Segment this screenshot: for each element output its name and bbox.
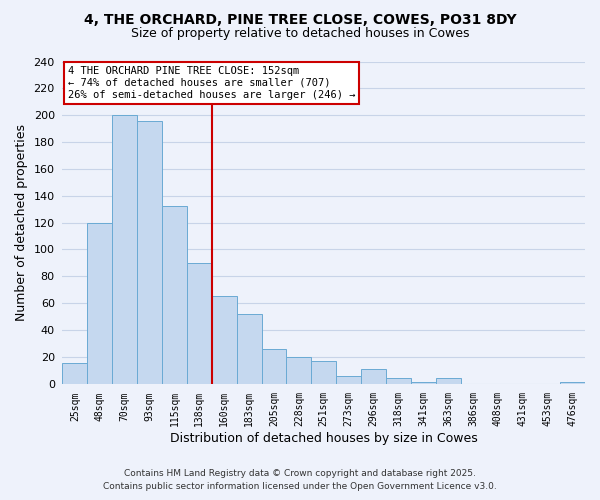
Bar — [560, 382, 585, 384]
Bar — [236, 314, 262, 384]
Bar — [336, 376, 361, 384]
Bar — [162, 206, 187, 384]
Y-axis label: Number of detached properties: Number of detached properties — [15, 124, 28, 321]
Bar — [386, 378, 411, 384]
Bar — [62, 364, 88, 384]
Bar — [436, 378, 461, 384]
Text: Size of property relative to detached houses in Cowes: Size of property relative to detached ho… — [131, 28, 469, 40]
Bar — [311, 360, 336, 384]
Bar — [187, 263, 212, 384]
Bar — [411, 382, 436, 384]
Bar — [262, 348, 286, 384]
Text: 4, THE ORCHARD, PINE TREE CLOSE, COWES, PO31 8DY: 4, THE ORCHARD, PINE TREE CLOSE, COWES, … — [83, 12, 517, 26]
Text: Contains public sector information licensed under the Open Government Licence v3: Contains public sector information licen… — [103, 482, 497, 491]
X-axis label: Distribution of detached houses by size in Cowes: Distribution of detached houses by size … — [170, 432, 478, 445]
Bar — [137, 120, 162, 384]
Bar — [361, 369, 386, 384]
Bar — [112, 115, 137, 384]
Text: 4 THE ORCHARD PINE TREE CLOSE: 152sqm
← 74% of detached houses are smaller (707): 4 THE ORCHARD PINE TREE CLOSE: 152sqm ← … — [68, 66, 355, 100]
Text: Contains HM Land Registry data © Crown copyright and database right 2025.: Contains HM Land Registry data © Crown c… — [124, 468, 476, 477]
Bar — [212, 296, 236, 384]
Bar — [286, 356, 311, 384]
Bar — [88, 222, 112, 384]
